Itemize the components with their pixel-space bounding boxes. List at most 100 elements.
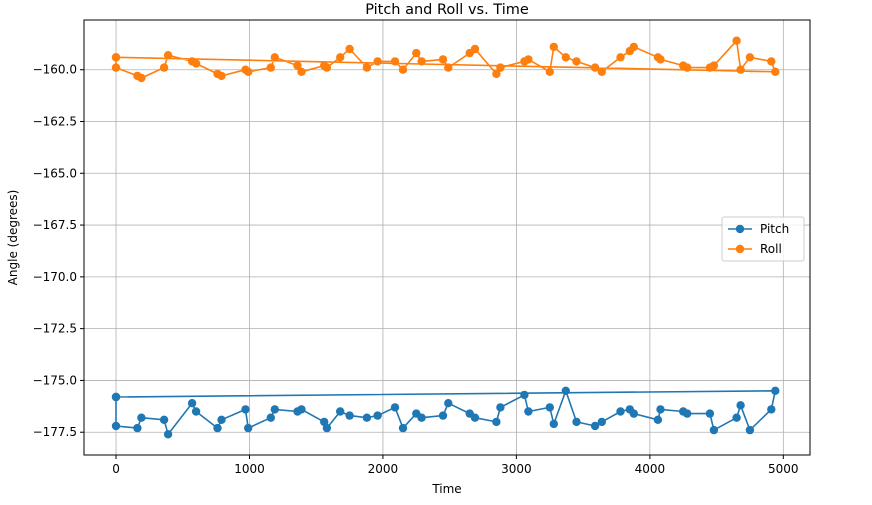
data-point-roll (496, 63, 505, 72)
data-point-pitch (590, 421, 600, 431)
data-point-pitch (345, 411, 354, 420)
y-tick-label: −172.5 (33, 322, 77, 336)
data-point-pitch (336, 407, 345, 416)
data-point-pitch (549, 419, 558, 429)
data-point-pitch (524, 407, 533, 416)
data-point-roll (412, 48, 421, 58)
data-point-pitch (362, 413, 372, 422)
data-point-roll (362, 63, 372, 72)
x-tick-label: 0 (112, 462, 120, 476)
data-point-pitch (390, 403, 400, 412)
data-point-pitch (244, 423, 253, 433)
x-tick-label: 5000 (768, 462, 799, 476)
data-point-pitch (297, 405, 306, 414)
data-point-pitch (656, 405, 665, 414)
x-ticks: 0 1000 2000 3000 4000 5000 (112, 455, 799, 476)
data-point-pitch (270, 405, 279, 414)
data-point-roll (417, 57, 426, 66)
y-tick-label: −162.5 (33, 115, 77, 129)
data-point-pitch (629, 409, 638, 418)
data-point-pitch (417, 413, 426, 422)
data-point-pitch (398, 423, 408, 433)
data-point-pitch (767, 405, 776, 414)
series-layer (111, 36, 780, 439)
y-tick-label: −160.0 (33, 63, 77, 77)
data-point-roll (270, 53, 279, 62)
data-point-roll (745, 53, 755, 62)
data-point-roll (293, 61, 302, 70)
legend: Pitch Roll (721, 216, 805, 262)
data-point-roll (345, 44, 354, 54)
data-point-roll (616, 53, 625, 62)
data-point-roll (629, 42, 638, 52)
data-point-pitch (217, 415, 226, 424)
grid-lines (84, 20, 810, 455)
legend-items: Pitch Roll (728, 222, 789, 256)
data-point-pitch (496, 403, 505, 412)
x-tick-label: 2000 (368, 462, 399, 476)
y-tick-label: −175.0 (33, 373, 77, 387)
data-point-roll (597, 67, 606, 77)
data-point-roll (732, 36, 741, 45)
data-point-roll (549, 42, 558, 52)
data-point-roll (736, 65, 745, 74)
data-point-pitch (520, 390, 529, 400)
data-point-pitch (597, 417, 606, 427)
data-point-pitch (322, 423, 332, 433)
data-point-roll (163, 51, 173, 60)
chart-title: Pitch and Roll vs. Time (365, 2, 529, 18)
data-point-roll (524, 55, 533, 64)
data-point-roll (771, 67, 780, 77)
data-point-roll (438, 55, 448, 64)
data-point-pitch (438, 411, 448, 420)
data-point-pitch (444, 399, 453, 408)
data-point-roll (590, 63, 600, 72)
data-point-pitch (492, 417, 501, 427)
series-pitch (111, 386, 780, 439)
data-point-roll (444, 63, 453, 72)
y-tick-label: −170.0 (33, 270, 77, 284)
y-ticks: −160.0 −162.5 −165.0 −167.5 −170.0 −172.5 −175… (33, 63, 84, 439)
data-point-roll (137, 73, 146, 83)
legend-label-roll: Roll (760, 242, 782, 256)
data-point-roll (656, 55, 665, 64)
data-point-pitch (736, 401, 745, 410)
y-tick-label: −167.5 (33, 218, 77, 232)
data-point-pitch (111, 421, 121, 431)
data-point-roll (572, 57, 581, 66)
data-point-pitch (683, 409, 692, 418)
data-point-roll (297, 67, 306, 77)
series-roll (111, 36, 780, 83)
data-point-roll (111, 53, 121, 62)
data-point-roll (191, 59, 201, 68)
data-point-pitch (732, 413, 741, 422)
data-point-pitch (111, 392, 121, 402)
y-tick-label: −177.5 (33, 425, 77, 439)
data-point-pitch (705, 409, 715, 418)
data-point-roll (322, 63, 332, 72)
data-point-pitch (653, 415, 663, 424)
data-point-roll (390, 57, 400, 66)
data-point-pitch (137, 413, 146, 422)
data-point-pitch (241, 405, 250, 414)
data-point-pitch (266, 413, 275, 422)
data-point-pitch (159, 415, 169, 424)
data-point-roll (111, 63, 121, 72)
x-tick-label: 4000 (635, 462, 666, 476)
data-point-pitch (213, 423, 222, 433)
legend-label-pitch: Pitch (760, 222, 789, 236)
plot-frame (83, 19, 811, 456)
data-point-pitch (133, 423, 142, 433)
data-point-pitch (745, 425, 755, 435)
data-point-pitch (545, 403, 554, 412)
data-point-pitch (187, 399, 197, 408)
data-point-roll (545, 67, 554, 77)
data-point-roll (767, 57, 776, 66)
x-tick-label: 1000 (234, 462, 265, 476)
y-tick-label: −165.0 (33, 166, 77, 180)
data-point-pitch (561, 386, 570, 395)
data-point-pitch (163, 430, 173, 439)
data-point-pitch (771, 386, 780, 395)
